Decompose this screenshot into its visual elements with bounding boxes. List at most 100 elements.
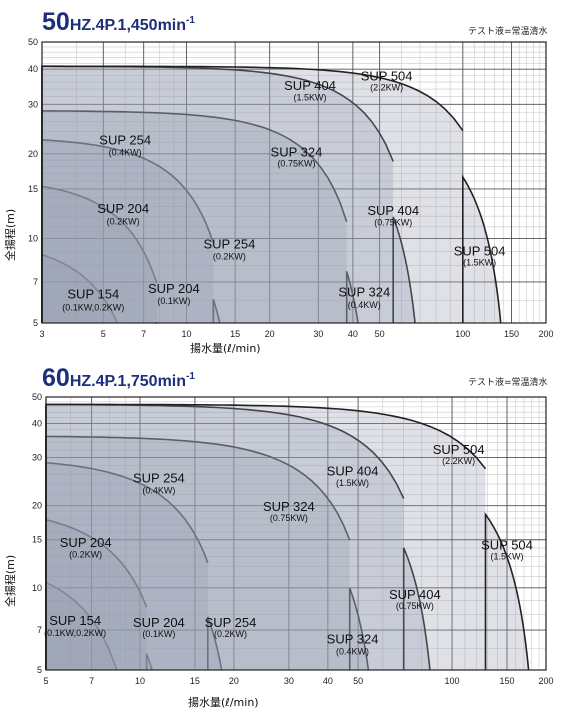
series-power-label: (1.5KW): [463, 258, 496, 268]
series-power-label: (0.4KW): [109, 148, 142, 158]
series-label: SUP 404: [367, 203, 419, 218]
pump-region-sup324-left: [42, 110, 347, 324]
x-tick-label: 10: [135, 676, 145, 686]
series-label: SUP 254: [99, 132, 151, 147]
chart-title: 50HZ.4P.1,450min-1: [42, 8, 195, 36]
y-tick-label: 30: [28, 99, 38, 109]
x-axis-label: 揚水量(ℓ/min): [188, 696, 259, 709]
series-label: SUP 504: [481, 538, 533, 553]
pump-curve-sup204-left: [45, 518, 148, 670]
series-power-label: (0.4KW): [336, 646, 369, 656]
pump-region-sup254-left: [46, 462, 208, 670]
y-tick-label: 40: [32, 418, 42, 428]
plot-frame: [41, 41, 547, 324]
x-tick-label: 40: [323, 676, 333, 686]
pump-curve-sup404-right: [392, 216, 416, 324]
x-tick-label: 40: [348, 329, 358, 339]
series-power-label: (0.75KW): [270, 513, 308, 523]
series-label: SUP 504: [361, 68, 413, 83]
series-label: SUP 504: [433, 442, 485, 457]
plot-area: [41, 41, 547, 324]
series-power-label: (0.1KW): [142, 629, 175, 639]
pump-curve-sup504-left: [41, 65, 464, 323]
x-tick-label: 3: [39, 329, 44, 339]
series-label: SUP 154: [49, 613, 101, 628]
pump-curve-sup324-right: [348, 587, 370, 671]
series-power-label: (0.2KW): [107, 217, 140, 227]
pump-curve-sup154-full: [41, 254, 119, 324]
x-tick-label: 15: [190, 676, 200, 686]
pump-region-sup324-right: [349, 588, 369, 670]
y-tick-label: 10: [32, 583, 42, 593]
chart-title-main: 60: [42, 364, 70, 392]
y-tick-label: 7: [33, 277, 38, 287]
series-power-label: (0.75KW): [277, 159, 315, 169]
x-tick-label: 20: [229, 676, 239, 686]
series-power-label: (1.5KW): [336, 478, 369, 488]
series-label: SUP 204: [60, 535, 112, 550]
series-label: SUP 254: [204, 237, 256, 252]
series-label: SUP 204: [97, 201, 149, 216]
series-power-label: (0.4KW): [348, 300, 381, 310]
series-power-label: (0.1KW,0.2KW): [44, 628, 106, 638]
pump-curve-sup204-left: [41, 185, 158, 323]
pump-curve-sup504-left: [45, 403, 487, 670]
pump-region-sup154-full: [42, 254, 118, 323]
pump-region-sup504-left: [46, 404, 486, 670]
pump-region-sup404-left: [46, 404, 404, 670]
plot-frame: [45, 396, 547, 671]
y-tick-label: 10: [28, 233, 38, 243]
series-label: SUP 324: [338, 285, 390, 300]
series-label: SUP 204: [133, 615, 185, 630]
series-power-label: (0.75KW): [374, 218, 412, 228]
plot-area: [45, 396, 547, 671]
series-label: SUP 404: [284, 78, 336, 93]
pump-curve-sup504-right: [484, 512, 530, 671]
y-tick-label: 15: [32, 535, 42, 545]
chart-title-rest: HZ.4P.1,450min: [70, 17, 186, 34]
test-liquid-note: テスト液=常温清水: [468, 25, 548, 37]
y-tick-label: 50: [32, 392, 42, 402]
x-tick-label: 100: [455, 329, 470, 339]
x-tick-label: 50: [375, 329, 385, 339]
pump-region-sup504-left: [42, 66, 463, 323]
x-tick-label: 7: [141, 329, 146, 339]
chart-title-sup: -1: [186, 15, 195, 26]
pump-region-sup154-full: [46, 582, 117, 670]
grid: [41, 41, 547, 324]
pump-region-sup404-right: [393, 217, 415, 323]
pump-regions: [45, 403, 530, 671]
pump-region-sup404-left: [42, 66, 394, 324]
grid: [45, 396, 547, 671]
x-tick-label: 50: [353, 676, 363, 686]
chart-60hz: 60HZ.4P.1,750min-1 テスト液=常温清水 揚水量(ℓ/min) …: [3, 364, 554, 709]
x-tick-label: 15: [230, 329, 240, 339]
x-tick-label: 10: [181, 329, 191, 339]
x-tick-label: 7: [89, 676, 94, 686]
pump-region-sup504-right: [485, 514, 529, 670]
series-power-label: (0.1KW,0.2KW): [62, 302, 124, 312]
y-tick-label: 20: [28, 149, 38, 159]
series-label: SUP 204: [148, 281, 200, 296]
series-label: SUP 154: [67, 287, 119, 302]
test-liquid-note: テスト液=常温清水: [468, 376, 548, 388]
x-axis-label: 揚水量(ℓ/min): [190, 342, 261, 355]
series-power-label: (2.2KW): [442, 456, 475, 466]
y-tick-label: 50: [28, 37, 38, 47]
pump-curve-sup254-left: [45, 461, 209, 670]
pump-curve-sup204-right: [145, 653, 153, 671]
y-tick-label: 7: [37, 625, 42, 635]
x-tick-label: 5: [101, 329, 106, 339]
y-tick-label: 5: [37, 665, 42, 675]
pump-curve-sup324-left: [45, 435, 351, 670]
pump-regions: [41, 65, 502, 324]
x-tick-label: 30: [313, 329, 323, 339]
x-tick-label: 5: [43, 676, 48, 686]
series-label: SUP 324: [271, 144, 323, 159]
pump-curve-sup404-right: [402, 547, 431, 671]
series-power-label: (1.5KW): [490, 551, 523, 561]
x-tick-label: 200: [538, 329, 553, 339]
x-tick-label: 200: [538, 676, 553, 686]
series-label: SUP 404: [389, 587, 441, 602]
